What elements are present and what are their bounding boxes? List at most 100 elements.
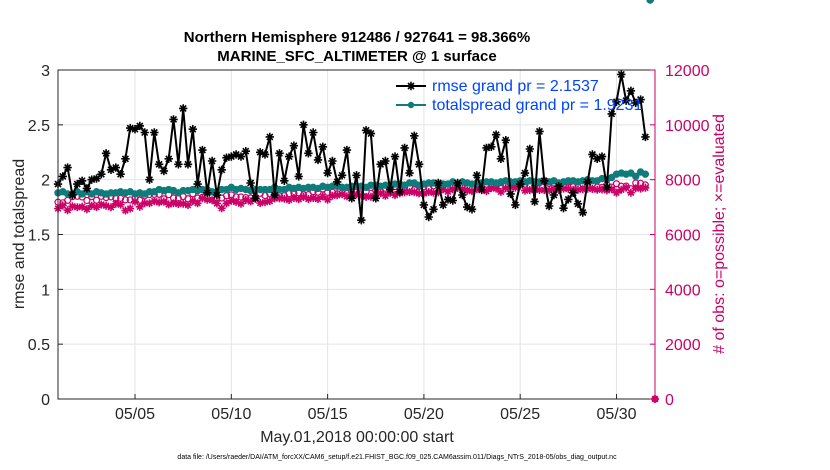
y-tick-label: 1 xyxy=(41,282,50,299)
data-point xyxy=(632,172,640,181)
data-point xyxy=(77,176,87,185)
legend-entry-totalspread: totalspread grand pr = 1.9231 xyxy=(432,97,642,114)
data-point xyxy=(131,197,139,206)
data-point xyxy=(83,196,91,205)
data-point xyxy=(612,97,621,106)
data-point xyxy=(439,185,448,194)
data-point xyxy=(482,187,491,196)
data-point xyxy=(636,95,645,104)
y-right-tick-label: 6000 xyxy=(665,228,701,245)
data-point xyxy=(554,182,563,191)
data-point xyxy=(492,184,501,193)
legend: rmse grand pr = 2.1537 totalspread grand … xyxy=(396,78,642,114)
data-point xyxy=(366,192,375,201)
data-point xyxy=(63,206,72,215)
data-point xyxy=(73,203,82,212)
data-point xyxy=(400,188,409,197)
data-point xyxy=(159,166,169,176)
data-point xyxy=(333,177,342,187)
data-point xyxy=(275,194,284,203)
data-point xyxy=(540,186,549,195)
data-point xyxy=(328,156,337,166)
data-point xyxy=(636,184,645,193)
data-point xyxy=(337,171,347,180)
data-point xyxy=(342,192,351,201)
data-point xyxy=(92,203,101,212)
series-layer xyxy=(54,0,659,403)
data-point xyxy=(212,190,222,200)
data-point xyxy=(342,145,352,155)
data-point xyxy=(598,185,606,194)
data-point xyxy=(491,130,501,139)
data-point xyxy=(333,191,342,200)
series-rmse xyxy=(54,70,650,225)
data-point xyxy=(602,183,612,192)
data-point xyxy=(588,150,597,159)
data-point xyxy=(299,193,308,201)
data-point xyxy=(237,199,245,208)
data-point xyxy=(260,150,270,159)
data-point xyxy=(443,195,453,204)
data-point xyxy=(626,86,636,95)
data-point xyxy=(381,191,390,200)
data-point xyxy=(97,200,106,209)
data-point xyxy=(463,202,472,212)
data-point xyxy=(280,194,289,203)
data-point xyxy=(415,189,424,198)
data-point xyxy=(121,196,130,204)
data-point xyxy=(597,152,607,161)
data-point xyxy=(203,195,212,204)
data-point xyxy=(106,165,116,174)
data-point xyxy=(549,190,559,200)
data-point xyxy=(516,179,525,189)
data-point xyxy=(241,196,250,204)
data-point xyxy=(366,129,376,138)
data-point xyxy=(376,160,385,169)
ticks: 05/05 05/10 05/15 05/20 05/25 05/30 0 0.5 1 1.5 2 2… xyxy=(28,63,710,423)
legend-entry-rmse: rmse grand pr = 2.1537 xyxy=(432,78,599,95)
data-point xyxy=(530,197,539,206)
data-point xyxy=(275,149,284,158)
data-point xyxy=(458,190,467,200)
data-point xyxy=(121,154,130,163)
data-point xyxy=(391,191,399,200)
chart-subtitle: MARINE_SFC_ALTIMETER @ 1 surface xyxy=(217,48,496,65)
data-point xyxy=(314,195,322,204)
data-point xyxy=(174,200,183,208)
data-point xyxy=(212,199,221,208)
data-point xyxy=(410,131,419,140)
data-point xyxy=(183,160,193,169)
data-point xyxy=(564,184,573,193)
data-point xyxy=(227,196,236,205)
data-point xyxy=(338,190,347,199)
data-point xyxy=(135,202,144,211)
data-point xyxy=(294,172,303,181)
data-point xyxy=(583,184,592,193)
data-point xyxy=(511,200,520,210)
data-point xyxy=(395,187,404,196)
y-right-tick-label: 8000 xyxy=(665,173,701,190)
data-point xyxy=(145,175,154,184)
data-point xyxy=(390,152,400,161)
data-point xyxy=(419,200,429,210)
data-point xyxy=(487,142,496,151)
data-point xyxy=(140,128,149,137)
data-point xyxy=(501,184,510,193)
data-point xyxy=(304,149,313,158)
data-point xyxy=(58,201,67,210)
data-point xyxy=(641,183,650,192)
data-point xyxy=(73,179,82,189)
data-point xyxy=(68,202,77,211)
data-point xyxy=(150,128,159,137)
data-point xyxy=(323,195,332,204)
data-point xyxy=(154,160,164,169)
data-point xyxy=(612,188,621,197)
data-point xyxy=(424,212,433,222)
data-point xyxy=(294,195,303,204)
data-point xyxy=(583,177,592,187)
data-point xyxy=(439,200,448,210)
data-point xyxy=(304,195,313,203)
data-point xyxy=(179,199,188,208)
data-point xyxy=(207,156,217,166)
